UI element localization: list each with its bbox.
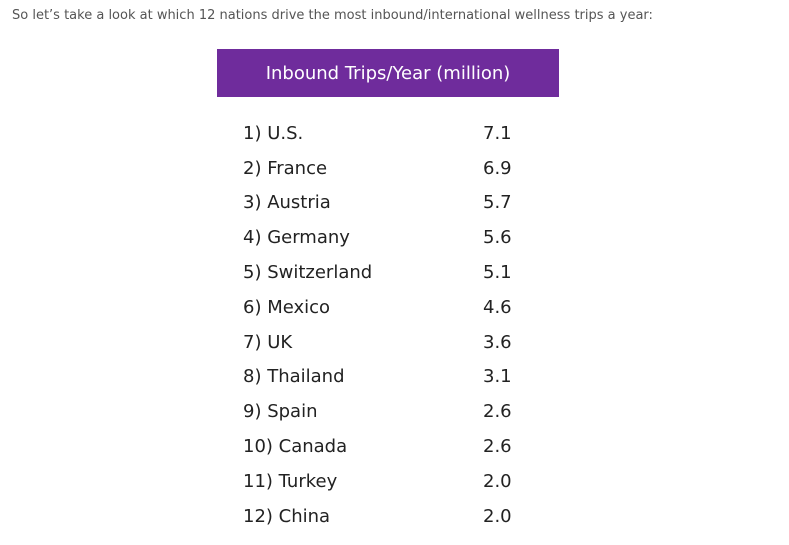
country-label: 12) China <box>243 505 331 527</box>
country-label: 11) Turkey <box>243 470 338 492</box>
country-label: 4) Germany <box>243 227 350 249</box>
country-label: 2) France <box>243 157 328 179</box>
table-row: 11) Turkey 2.0 <box>243 464 543 499</box>
trips-value: 5.7 <box>483 192 512 214</box>
intro-text: So let’s take a look at which 12 nations… <box>12 8 653 23</box>
trips-value: 2.6 <box>483 401 512 423</box>
country-label: 7) UK <box>243 331 293 353</box>
trips-value: 4.6 <box>483 296 512 318</box>
table-row: 6) Mexico 4.6 <box>243 290 543 325</box>
table-row: 2) France 6.9 <box>243 151 543 186</box>
trips-value: 2.0 <box>483 470 512 492</box>
table-row: 8) Thailand 3.1 <box>243 360 543 395</box>
table-row: 5) Switzerland 5.1 <box>243 255 543 290</box>
country-label: 3) Austria <box>243 192 331 214</box>
table-header: Inbound Trips/Year (million) <box>217 49 559 97</box>
table-row: 3) Austria 5.7 <box>243 186 543 221</box>
table-row: 1) U.S. 7.1 <box>243 116 543 151</box>
country-label: 5) Switzerland <box>243 262 373 284</box>
trips-value: 2.0 <box>483 505 512 527</box>
trips-value: 3.1 <box>483 366 512 388</box>
country-label: 1) U.S. <box>243 122 304 144</box>
country-label: 10) Canada <box>243 436 348 458</box>
rankings-table: 1) U.S. 7.1 2) France 6.9 3) Austria 5.7… <box>243 116 543 534</box>
trips-value: 3.6 <box>483 331 512 353</box>
trips-value: 5.1 <box>483 262 512 284</box>
table-row: 9) Spain 2.6 <box>243 394 543 429</box>
country-label: 9) Spain <box>243 401 318 423</box>
trips-value: 6.9 <box>483 157 512 179</box>
trips-value: 7.1 <box>483 122 512 144</box>
country-label: 6) Mexico <box>243 296 331 318</box>
country-label: 8) Thailand <box>243 366 345 388</box>
table-row: 7) UK 3.6 <box>243 325 543 360</box>
table-row: 10) Canada 2.6 <box>243 429 543 464</box>
trips-value: 5.6 <box>483 227 512 249</box>
table-row: 4) Germany 5.6 <box>243 220 543 255</box>
table-row: 12) China 2.0 <box>243 499 543 534</box>
trips-value: 2.6 <box>483 436 512 458</box>
table-title: Inbound Trips/Year (million) <box>265 62 511 84</box>
